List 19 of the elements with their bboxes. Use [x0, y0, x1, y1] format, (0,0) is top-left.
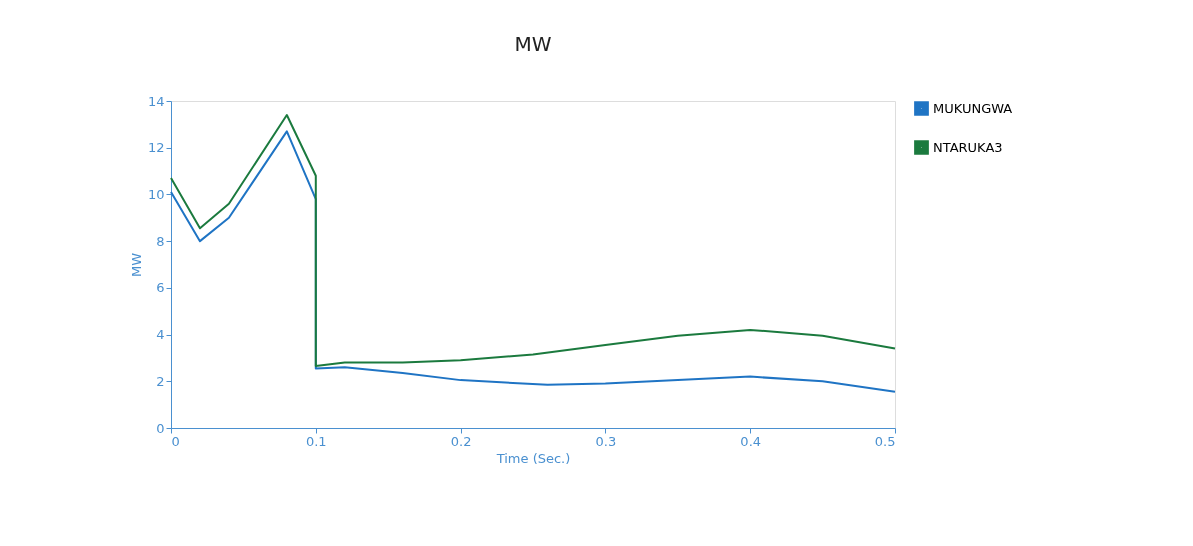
x-tick-label: 0	[171, 433, 180, 449]
y-tick-label: 8	[156, 233, 165, 249]
x-tick-label: 0.2	[450, 433, 472, 449]
y-tick-label: 6	[156, 280, 165, 296]
legend-label: MUKUNGWA	[933, 100, 1013, 116]
x-tick-label: 0.5	[874, 433, 896, 449]
x-tick-label: 0.3	[595, 433, 617, 449]
y-tick-label: 14	[147, 93, 165, 109]
y-tick-label: 12	[147, 140, 165, 156]
y-tick-label: 2	[156, 373, 165, 389]
x-tick-label: 0.1	[305, 433, 327, 449]
legend-label: NTARUKA3	[933, 139, 1003, 155]
x-axis-title: Time (Sec.)	[495, 450, 571, 466]
y-tick-label: 10	[147, 186, 165, 202]
x-tick-label: 0.4	[740, 433, 762, 449]
y-axis-title: MW	[128, 252, 144, 278]
chart-title: MW	[514, 32, 552, 56]
y-tick-label: 0	[156, 420, 165, 436]
y-tick-label: 4	[156, 327, 165, 343]
